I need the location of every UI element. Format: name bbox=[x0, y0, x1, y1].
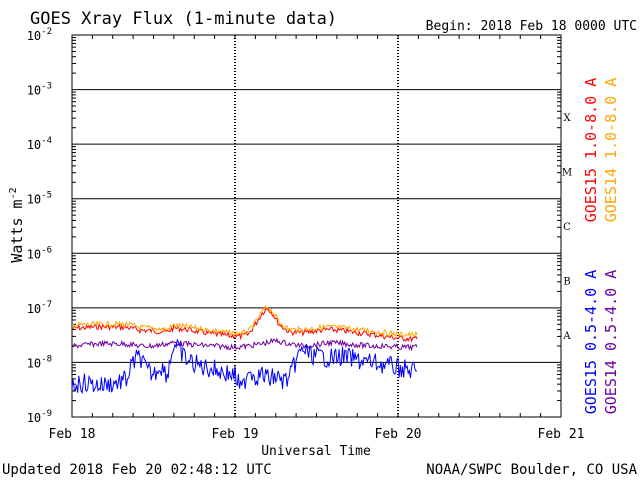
y-tick-label: 10-6 bbox=[27, 245, 52, 261]
credit-label: NOAA/SWPC Boulder, CO USA bbox=[426, 462, 637, 478]
flare-class-m: M bbox=[562, 167, 572, 178]
updated-timestamp: Updated 2018 Feb 20 02:48:12 UTC bbox=[2, 462, 272, 478]
y-tick-exponent: -6 bbox=[41, 245, 52, 255]
y-tick-exponent: -3 bbox=[41, 82, 52, 92]
flare-class-a: A bbox=[562, 331, 571, 342]
y-tick-exponent: -2 bbox=[41, 27, 52, 37]
y-tick-label: 10-2 bbox=[27, 27, 52, 43]
x-tick-label: Feb 20 bbox=[375, 427, 422, 442]
y-tick-base: 10 bbox=[27, 84, 41, 98]
flare-class-labels: A B C M X bbox=[562, 113, 572, 342]
legend-label: GOES15 0.5-4.0 A bbox=[582, 270, 600, 415]
y-tick-base: 10 bbox=[27, 356, 41, 370]
legend-entry: GOES14 0.5-4.0 A bbox=[602, 270, 620, 415]
legend-entry: GOES15 1.0-8.0 A bbox=[582, 78, 600, 223]
legend-entry: GOES14 1.0-8.0 A bbox=[602, 78, 620, 223]
series-goes15-0-5-4-0-a bbox=[71, 338, 418, 395]
y-tick-label: 10-8 bbox=[27, 354, 52, 370]
y-tick-base: 10 bbox=[27, 138, 41, 152]
series-goes15-1-0-8-0-a bbox=[71, 308, 418, 343]
y-tick-label: 10-7 bbox=[27, 300, 52, 316]
y-tick-labels: 10-910-810-710-610-510-410-310-2 bbox=[27, 27, 52, 425]
legend-label: GOES14 1.0-8.0 A bbox=[602, 78, 620, 223]
flare-class-c: C bbox=[563, 222, 571, 233]
series-goes14-1-0-8-0-a bbox=[72, 304, 418, 338]
series-goes14-0-5-4-0-a bbox=[71, 337, 418, 352]
x-tick-label: Feb 18 bbox=[49, 427, 96, 442]
legend: GOES15 1.0-8.0 A GOES14 1.0-8.0 A GOES15 0… bbox=[582, 78, 620, 415]
y-tick-base: 10 bbox=[27, 411, 41, 425]
y-tick-label: 10-4 bbox=[27, 136, 52, 152]
flare-class-x: X bbox=[563, 113, 571, 124]
y-axis-label-base: Watts m bbox=[8, 199, 26, 262]
legend-label: GOES15 1.0-8.0 A bbox=[582, 78, 600, 223]
vertical-gridlines bbox=[91, 35, 542, 417]
y-tick-exponent: -7 bbox=[41, 300, 52, 310]
y-tick-base: 10 bbox=[27, 247, 41, 261]
x-tick-label: Feb 19 bbox=[212, 427, 259, 442]
legend-label: GOES14 0.5-4.0 A bbox=[602, 270, 620, 415]
x-axis-label: Universal Time bbox=[261, 444, 371, 459]
y-tick-label: 10-5 bbox=[27, 191, 52, 207]
y-tick-exponent: -9 bbox=[41, 409, 52, 419]
y-tick-exponent: -5 bbox=[41, 191, 52, 201]
plot-frame bbox=[71, 34, 562, 418]
y-tick-base: 10 bbox=[27, 302, 41, 316]
y-tick-exponent: -8 bbox=[41, 354, 52, 364]
y-tick-base: 10 bbox=[27, 29, 41, 43]
legend-entry: GOES15 0.5-4.0 A bbox=[582, 270, 600, 415]
y-axis-label-text: Watts m-2 bbox=[8, 187, 26, 262]
y-tick-base: 10 bbox=[27, 193, 41, 207]
begin-time-label: Begin: 2018 Feb 18 0000 UTC bbox=[426, 19, 637, 34]
series-layer bbox=[71, 304, 418, 395]
y-tick-label: 10-3 bbox=[27, 82, 52, 98]
y-axis-label-exp: -2 bbox=[8, 187, 19, 199]
y-axis-label: Watts m-2 bbox=[8, 187, 26, 262]
chart-title: GOES Xray Flux (1-minute data) bbox=[30, 9, 337, 29]
y-tick-exponent: -4 bbox=[41, 136, 52, 146]
x-tick-label: Feb 21 bbox=[538, 427, 585, 442]
flare-class-b: B bbox=[563, 277, 570, 288]
x-tick-labels: Feb 18 Feb 19 Feb 20 Feb 21 bbox=[49, 427, 585, 442]
y-tick-label: 10-9 bbox=[27, 409, 52, 425]
horizontal-gridlines bbox=[72, 36, 561, 402]
